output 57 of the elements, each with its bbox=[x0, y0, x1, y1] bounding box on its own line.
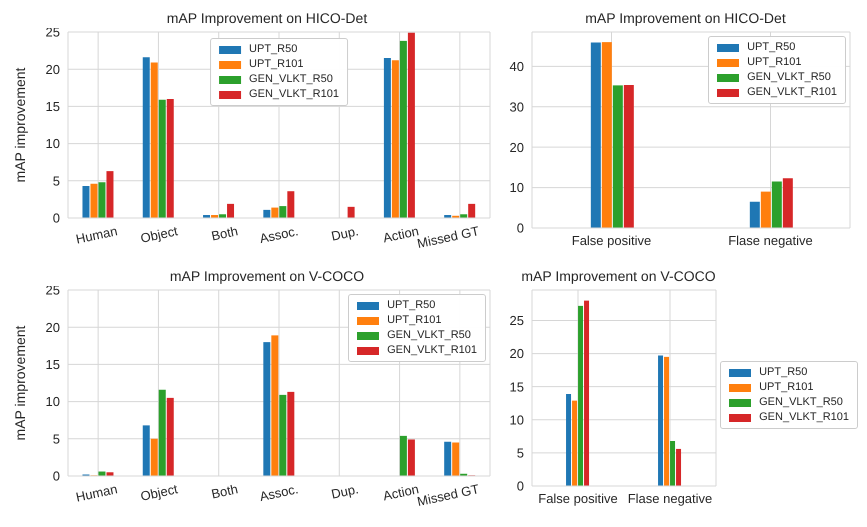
legend-label: UPT_R101 bbox=[747, 55, 802, 70]
x-tick-label: Dup. bbox=[330, 223, 360, 244]
y-tick-label: 0 bbox=[516, 220, 524, 236]
chart-title: mAP Improvement on HICO-Det bbox=[584, 9, 787, 28]
x-tick-label: False positive bbox=[538, 491, 618, 506]
legend-label: GEN_VLKT_R50 bbox=[759, 395, 843, 410]
legend-label: UPT_R101 bbox=[387, 313, 442, 328]
y-tick-label: 20 bbox=[510, 140, 524, 155]
legend-label: UPT_R101 bbox=[249, 57, 304, 72]
y-tick-label: 0 bbox=[52, 210, 60, 226]
legend-label: GEN_VLKT_R101 bbox=[759, 410, 849, 425]
legend-label: GEN_VLKT_R101 bbox=[249, 87, 339, 102]
x-tick-label: Assoc. bbox=[258, 223, 300, 246]
y-tick-label: 5 bbox=[52, 173, 60, 188]
y-tick-label: 15 bbox=[510, 379, 524, 394]
y-tick-label: 20 bbox=[510, 346, 524, 362]
y-tick-label: 15 bbox=[46, 357, 60, 372]
x-tick-label: Human bbox=[74, 223, 119, 247]
legend-label: UPT_R50 bbox=[249, 42, 298, 57]
y-tick-label: 30 bbox=[510, 99, 524, 114]
y-tick-label: 40 bbox=[510, 58, 524, 74]
y-tick-label: 5 bbox=[516, 446, 524, 461]
legend-label: UPT_R50 bbox=[759, 365, 808, 380]
y-tick-label: 15 bbox=[46, 99, 60, 114]
legend-label: GEN_VLKT_R101 bbox=[387, 343, 477, 358]
chart-title: mAP Improvement on V-COCO bbox=[170, 268, 364, 284]
legend-label: UPT_R101 bbox=[759, 380, 814, 395]
y-axis-title: mAP improvement bbox=[12, 325, 28, 440]
chart-title: mAP Improvement on V-COCO bbox=[520, 267, 717, 286]
y-tick-label: 10 bbox=[510, 412, 524, 428]
x-tick-label: Human bbox=[74, 481, 119, 505]
x-tick-label: Dup. bbox=[330, 481, 360, 502]
y-tick-label: 5 bbox=[52, 431, 60, 446]
y-tick-label: 10 bbox=[46, 394, 60, 410]
x-tick-label: Both bbox=[210, 223, 240, 244]
x-tick-label: Object bbox=[139, 223, 180, 246]
x-tick-label: Object bbox=[139, 481, 180, 504]
y-tick-label: 25 bbox=[510, 313, 524, 328]
x-tick-label: Flase negative bbox=[628, 491, 712, 506]
legend-label: GEN_VLKT_R101 bbox=[747, 85, 837, 100]
y-axis-title: mAP improvement bbox=[12, 67, 28, 182]
x-tick-label: Flase negative bbox=[728, 233, 813, 248]
x-tick-label: Assoc. bbox=[258, 481, 300, 504]
y-tick-label: 10 bbox=[510, 180, 524, 196]
y-tick-label: 20 bbox=[46, 320, 60, 335]
legend-label: GEN_VLKT_R50 bbox=[387, 328, 471, 343]
legend-label: GEN_VLKT_R50 bbox=[249, 72, 333, 87]
chart-title: mAP Improvement on HICO-Det bbox=[166, 10, 368, 26]
legend-label: UPT_R50 bbox=[747, 40, 796, 55]
x-tick-label: False positive bbox=[572, 233, 652, 248]
y-tick-label: 0 bbox=[52, 468, 60, 484]
x-tick-label: Both bbox=[210, 481, 240, 502]
y-tick-label: 0 bbox=[516, 478, 524, 494]
legend-label: GEN_VLKT_R50 bbox=[747, 70, 831, 85]
y-tick-label: 10 bbox=[46, 136, 60, 152]
legend-label: UPT_R50 bbox=[387, 298, 436, 313]
y-tick-label: 20 bbox=[46, 62, 60, 77]
